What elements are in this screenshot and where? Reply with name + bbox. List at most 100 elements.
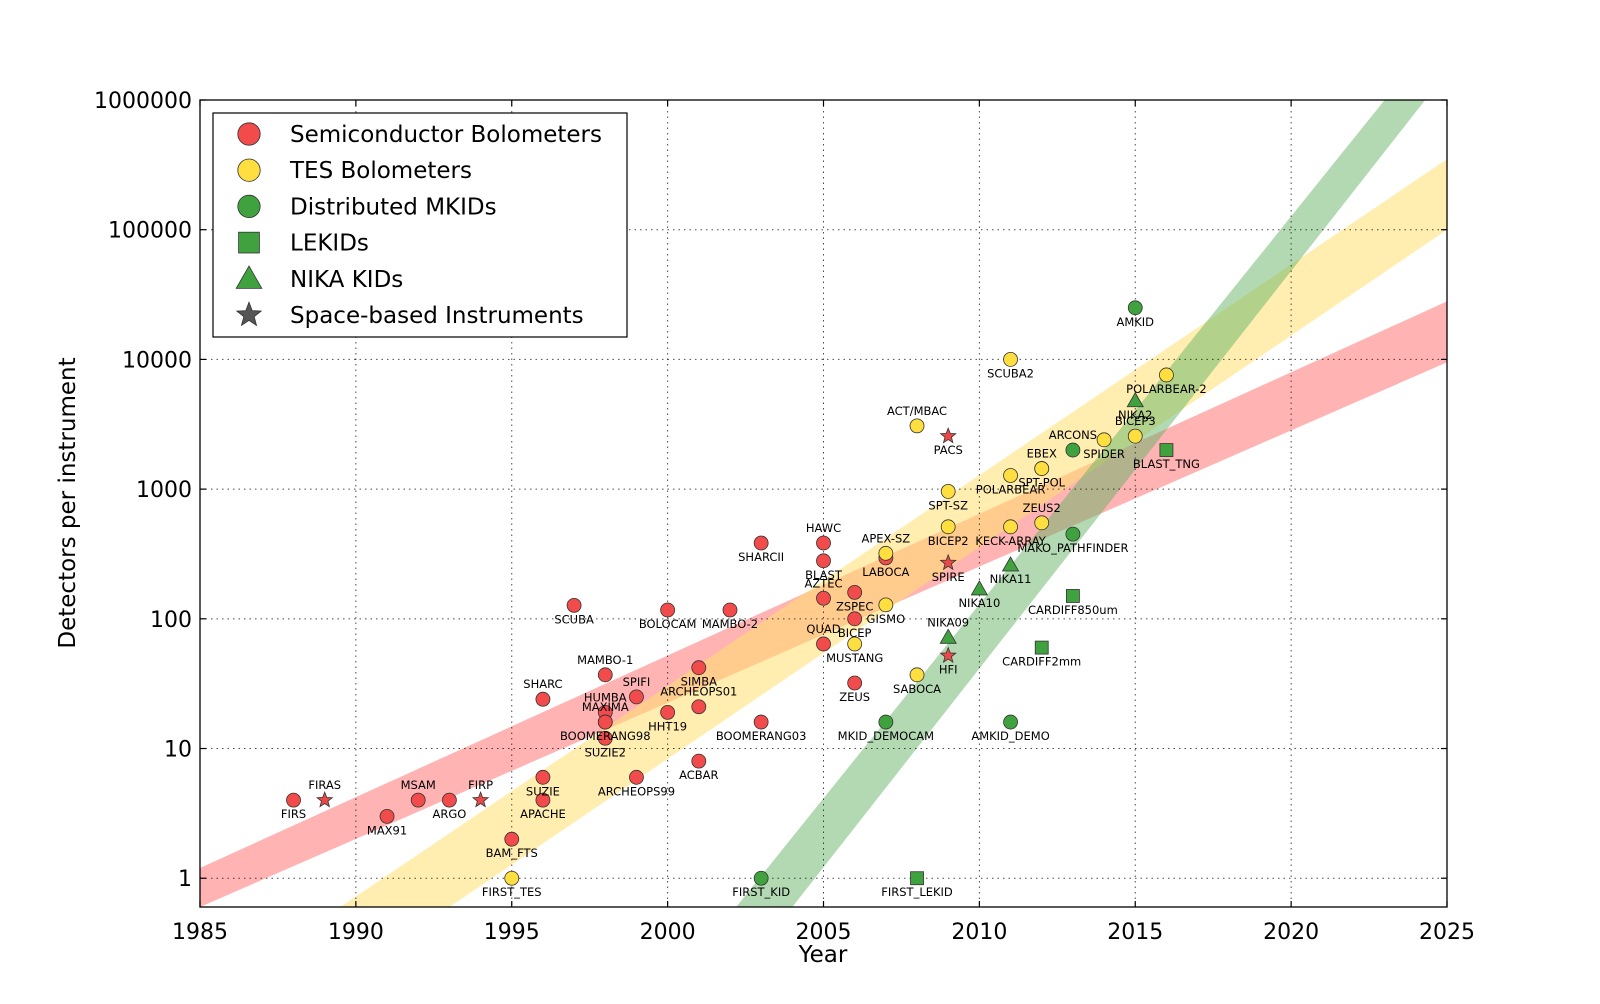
data-point-circle [535,691,551,707]
data-point-circle [1034,461,1050,476]
point-label: POLARBEAR-2 [1126,382,1207,396]
data-point-circle [504,831,520,847]
data-point-circle [878,545,894,561]
point-label: APACHE [520,807,566,821]
data-point-circle [629,769,644,785]
point-label: ARCONS [1049,428,1097,442]
data-point-circle [660,704,676,720]
point-label: FIRST_LEKID [881,885,953,899]
data-point-square [1066,589,1080,603]
point-label: FIRST_KID [732,885,790,899]
data-point-circle [1127,300,1143,316]
legend-marker-triangle [235,265,263,289]
data-point-circle [535,792,551,808]
data-point-circle [1096,432,1112,448]
y-tick-label: 1000000 [94,89,192,114]
data-point-circle [722,602,738,618]
point-label: ACBAR [679,768,718,782]
data-point-circle [286,792,301,808]
legend-label: Space-based Instruments [290,303,584,329]
data-point-triangle [1001,556,1020,572]
data-point-circle [909,418,925,434]
point-label: BICEP2 [928,534,969,548]
point-label: ZEUS2 [1023,501,1061,515]
data-point-circle [410,792,426,808]
x-tick-label: 2010 [951,920,1007,945]
point-label: BOLOCAM [639,617,697,631]
grid-lines [200,100,1447,907]
data-point-circle [1034,515,1050,531]
x-axis-title: Year [798,942,848,968]
point-label: MSAM [401,778,436,792]
data-point-circle [1003,714,1018,730]
point-label: NIKA10 [958,596,1000,610]
y-tick-label: 10000 [122,348,192,373]
point-label: MAX91 [367,823,407,837]
y-tick-label: 1 [178,867,192,892]
point-label: NIKA09 [927,615,969,629]
data-point-circle [1127,428,1143,444]
data-point-circle [566,597,582,613]
point-label: HUMBA [584,690,627,704]
legend-label: Semiconductor Bolometers [290,122,602,148]
data-point-circle [909,667,925,683]
point-label: MAXIMA [582,700,629,714]
data-point-circle [816,636,831,652]
x-tick-label: 2025 [1419,920,1475,945]
data-point-circle [691,660,707,676]
legend: Semiconductor Bolometers TES Bolometers Di… [212,112,628,338]
point-label: MAMBO-1 [577,653,633,667]
point-label: BOOMERANG03 [716,729,807,743]
data-point-circle [597,667,613,683]
legend-marker-square [238,231,260,254]
point-label: CARDIFF2mm [1002,655,1081,669]
axis-ticks: 1985 1990 1995 2000 2005 2010 2015 2020 2025 1 10 1… [94,89,1475,945]
point-label: KECK-ARRAY [975,534,1046,548]
data-point-circle [1003,352,1018,367]
point-label: HAWC [806,521,841,535]
point-label: ARGO [432,807,466,821]
point-label: BLAST [805,568,843,582]
data-points [286,300,1174,886]
legend-frame [212,112,628,338]
data-point-circle [691,699,707,715]
x-tick-label: 1990 [328,920,384,945]
data-point-circle [1003,519,1018,535]
data-point-circle [940,519,956,535]
legend-marker-star [235,301,263,327]
point-label: GISMO [867,612,906,626]
data-point-circle [660,602,676,618]
point-label: CARDIFF850um [1028,603,1118,617]
point-label: MKID_DEMOCAM [838,729,934,743]
y-tick-label: 100 [150,608,192,633]
data-point-circle [753,535,769,551]
point-label: HFI [939,663,958,677]
data-point-circle [816,553,831,569]
point-label: FIRAS [308,778,341,792]
legend-marker-circle [237,158,261,182]
data-point-star [939,553,957,571]
data-point-circle [816,535,831,551]
point-label: MUSTANG [826,651,883,665]
point-label: NIKA2 [1118,408,1153,422]
point-label: POLARBEAR [976,482,1046,496]
point-label: AMKID_DEMO [971,729,1049,743]
point-label: BICEP [838,626,872,640]
point-label: SUZIE [526,784,560,798]
data-point-circle [504,870,520,886]
point-label: MAKO_PATHFINDER [1017,541,1128,555]
data-point-square [1159,443,1174,457]
legend-label: LEKIDs [290,231,369,257]
data-point-circle [1159,367,1174,383]
point-label: SIMBA [681,675,718,689]
point-label: ZSPEC [836,599,873,613]
data-point-star [939,427,957,444]
point-label: ARCHEOPS99 [598,784,675,798]
point-label: SPIRE [932,570,965,584]
x-tick-label: 2005 [796,920,852,945]
x-tick-label: 2015 [1107,920,1163,945]
point-label: BAM_FTS [486,846,538,860]
point-label: LABOCA [862,565,909,579]
point-label: SPIFI [623,675,651,689]
data-point-circle [1065,526,1081,542]
